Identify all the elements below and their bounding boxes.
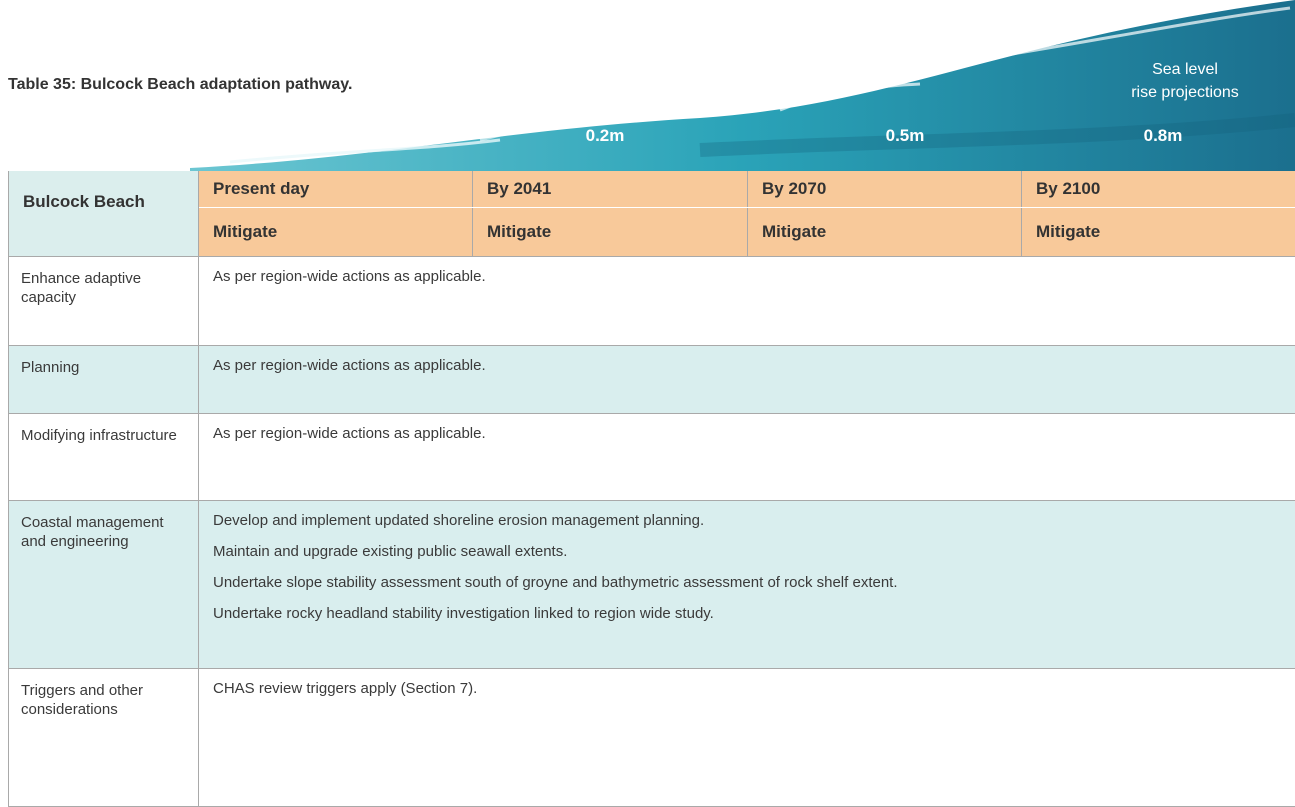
table-row: Triggers and other considerations CHAS re…: [9, 668, 1295, 806]
action-cell: Mitigate: [748, 207, 1022, 256]
corner-cell: Bulcock Beach: [9, 171, 199, 256]
projection-level: 0.2m: [555, 126, 655, 146]
row-body: As per region-wide actions as applicable…: [199, 256, 1295, 345]
action-item: Undertake rocky headland stability inves…: [213, 604, 1283, 624]
action-item: As per region-wide actions as applicable…: [213, 424, 1283, 444]
row-label: Triggers and other considerations: [9, 668, 199, 806]
caption: Sea level: [1085, 61, 1285, 79]
period-cell: By 2070: [748, 171, 1022, 207]
action-item: CHAS review triggers apply (Section 7).: [213, 679, 1283, 699]
action-cell: Mitigate: [1022, 207, 1295, 256]
action-cell: Mitigate: [473, 207, 748, 256]
caption: rise projections: [1085, 84, 1285, 102]
table-title: Table 35: Bulcock Beach adaptation pathw…: [8, 76, 352, 94]
action-item: Undertake slope stability assessment sou…: [213, 573, 1283, 593]
period-cell: By 2100: [1022, 171, 1295, 207]
row-label: Planning: [9, 345, 199, 413]
row-body: Develop and implement updated shoreline …: [199, 500, 1295, 668]
action-item: As per region-wide actions as applicable…: [213, 267, 1283, 287]
row-body: As per region-wide actions as applicable…: [199, 345, 1295, 413]
row-label: Enhance adaptive capacity: [9, 256, 199, 345]
period-cell: Present day: [199, 171, 473, 207]
period-cell: By 2041: [473, 171, 748, 207]
projection-level: 0.8m: [1113, 126, 1213, 146]
table-row: Coastal management and engineering Develo…: [9, 500, 1295, 668]
action-item: As per region-wide actions as applicable…: [213, 356, 1283, 376]
table-row: Enhance adaptive capacity As per region-w…: [9, 256, 1295, 345]
row-label: Modifying infrastructure: [9, 413, 199, 500]
row-label: Coastal management and engineering: [9, 500, 199, 668]
action-item: Develop and implement updated shoreline …: [213, 511, 1283, 531]
action-item: Maintain and upgrade existing public sea…: [213, 542, 1283, 562]
projection-level: 0.5m: [855, 126, 955, 146]
table-row: Modifying infrastructure As per region-wi…: [9, 413, 1295, 500]
row-body: CHAS review triggers apply (Section 7).: [199, 668, 1295, 806]
row-body: As per region-wide actions as applicable…: [199, 413, 1295, 500]
action-cell: Mitigate: [199, 207, 473, 256]
table-row: Planning As per region-wide actions as ap…: [9, 345, 1295, 413]
